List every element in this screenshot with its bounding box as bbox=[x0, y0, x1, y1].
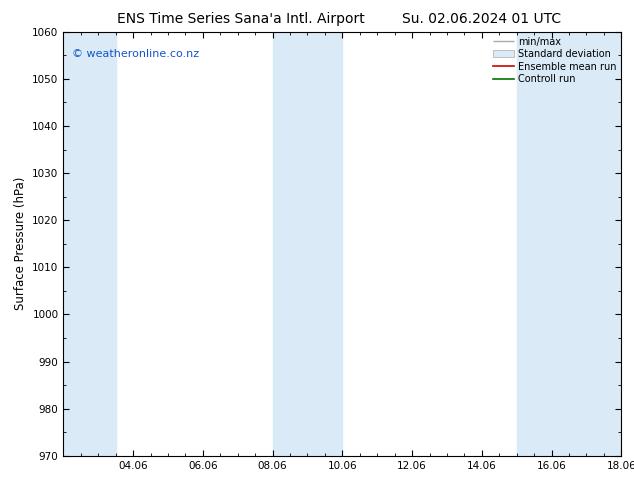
Text: ENS Time Series Sana'a Intl. Airport: ENS Time Series Sana'a Intl. Airport bbox=[117, 12, 365, 26]
Text: © weatheronline.co.nz: © weatheronline.co.nz bbox=[72, 49, 199, 59]
Text: Su. 02.06.2024 01 UTC: Su. 02.06.2024 01 UTC bbox=[403, 12, 561, 26]
Legend: min/max, Standard deviation, Ensemble mean run, Controll run: min/max, Standard deviation, Ensemble me… bbox=[491, 35, 618, 86]
Bar bbox=[63, 32, 115, 456]
Y-axis label: Surface Pressure (hPa): Surface Pressure (hPa) bbox=[14, 177, 27, 311]
Bar bbox=[517, 32, 621, 456]
Bar bbox=[273, 32, 342, 456]
